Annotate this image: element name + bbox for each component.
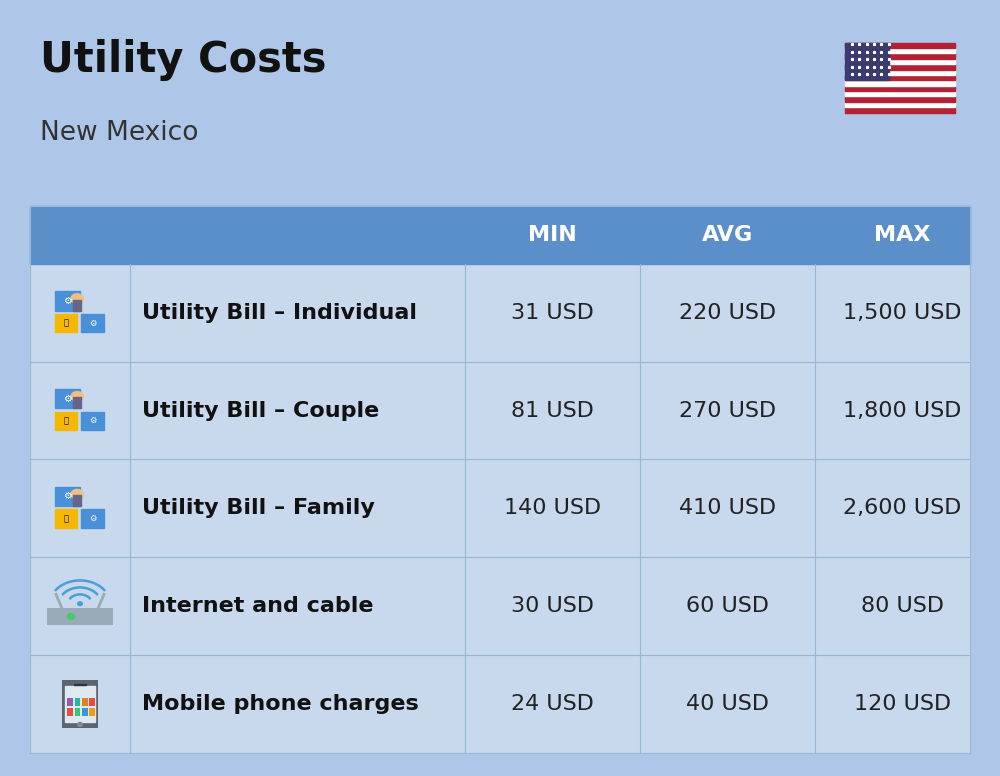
Circle shape (78, 602, 82, 605)
Bar (81, 314, 104, 332)
Bar (81, 411, 104, 430)
Bar (30, 557, 970, 655)
Bar (82, 698, 88, 706)
Bar (65, 687, 95, 722)
Bar (62, 680, 98, 728)
Bar (55, 314, 77, 332)
Bar (845, 43, 889, 80)
Text: 2,600 USD: 2,600 USD (843, 498, 962, 518)
Bar (73, 397, 81, 408)
Bar (30, 264, 970, 362)
Text: 220 USD: 220 USD (679, 303, 776, 323)
Bar (55, 509, 77, 528)
Bar (75, 708, 80, 715)
Text: 270 USD: 270 USD (679, 400, 776, 421)
Text: Utility Bill – Couple: Utility Bill – Couple (142, 400, 379, 421)
Bar (845, 102, 955, 107)
Bar (55, 389, 80, 408)
Text: 🔌: 🔌 (64, 318, 68, 327)
Bar (82, 708, 88, 715)
Text: New Mexico: New Mexico (40, 120, 198, 147)
Text: 31 USD: 31 USD (511, 303, 594, 323)
Bar (30, 362, 970, 459)
Text: Utility Bill – Individual: Utility Bill – Individual (142, 303, 417, 323)
Circle shape (71, 294, 83, 303)
Text: ⚙: ⚙ (63, 491, 72, 501)
Bar (55, 411, 77, 430)
Text: AVG: AVG (702, 225, 753, 244)
Bar (845, 48, 955, 54)
Text: Mobile phone charges: Mobile phone charges (142, 694, 419, 714)
Text: 1,500 USD: 1,500 USD (843, 303, 962, 323)
Bar (89, 708, 95, 715)
Bar (81, 509, 104, 528)
Text: 24 USD: 24 USD (511, 694, 594, 714)
Text: 🔌: 🔌 (64, 514, 68, 523)
Bar (845, 70, 955, 75)
Bar (845, 80, 955, 85)
Text: ⚙: ⚙ (63, 393, 72, 404)
Text: ⚙: ⚙ (89, 514, 96, 523)
Text: 🔌: 🔌 (64, 416, 68, 425)
Bar (845, 107, 955, 113)
Text: 81 USD: 81 USD (511, 400, 594, 421)
Text: 140 USD: 140 USD (504, 498, 601, 518)
Bar (67, 698, 73, 706)
Text: ⚙: ⚙ (89, 318, 96, 327)
Text: Utility Bill – Family: Utility Bill – Family (142, 498, 375, 518)
Bar (845, 75, 955, 80)
Text: 120 USD: 120 USD (854, 694, 951, 714)
Bar (845, 96, 955, 102)
Bar (30, 206, 970, 264)
Bar (55, 487, 80, 506)
Bar (47, 608, 113, 625)
Text: Utility Costs: Utility Costs (40, 39, 326, 81)
Bar (845, 59, 955, 64)
Text: 80 USD: 80 USD (861, 596, 944, 616)
Text: 40 USD: 40 USD (686, 694, 769, 714)
Bar (73, 495, 81, 506)
Text: 60 USD: 60 USD (686, 596, 769, 616)
Circle shape (67, 614, 75, 619)
Text: Internet and cable: Internet and cable (142, 596, 374, 616)
Text: 30 USD: 30 USD (511, 596, 594, 616)
Text: ⚙: ⚙ (63, 296, 72, 306)
Text: 1,800 USD: 1,800 USD (843, 400, 962, 421)
Circle shape (71, 392, 83, 401)
Bar (75, 698, 80, 706)
Text: 410 USD: 410 USD (679, 498, 776, 518)
Bar (845, 85, 955, 91)
Bar (55, 291, 80, 310)
Bar (73, 300, 81, 310)
Bar (89, 698, 95, 706)
Bar (67, 708, 73, 715)
Circle shape (71, 490, 83, 499)
Text: MIN: MIN (528, 225, 577, 244)
Text: MAX: MAX (874, 225, 931, 244)
Bar (845, 43, 955, 48)
Bar (74, 684, 86, 685)
Bar (845, 54, 955, 59)
Bar (845, 91, 955, 96)
Circle shape (77, 722, 83, 726)
Bar (30, 655, 970, 753)
Bar (845, 64, 955, 70)
Text: ⚙: ⚙ (89, 416, 96, 425)
Bar (30, 459, 970, 557)
